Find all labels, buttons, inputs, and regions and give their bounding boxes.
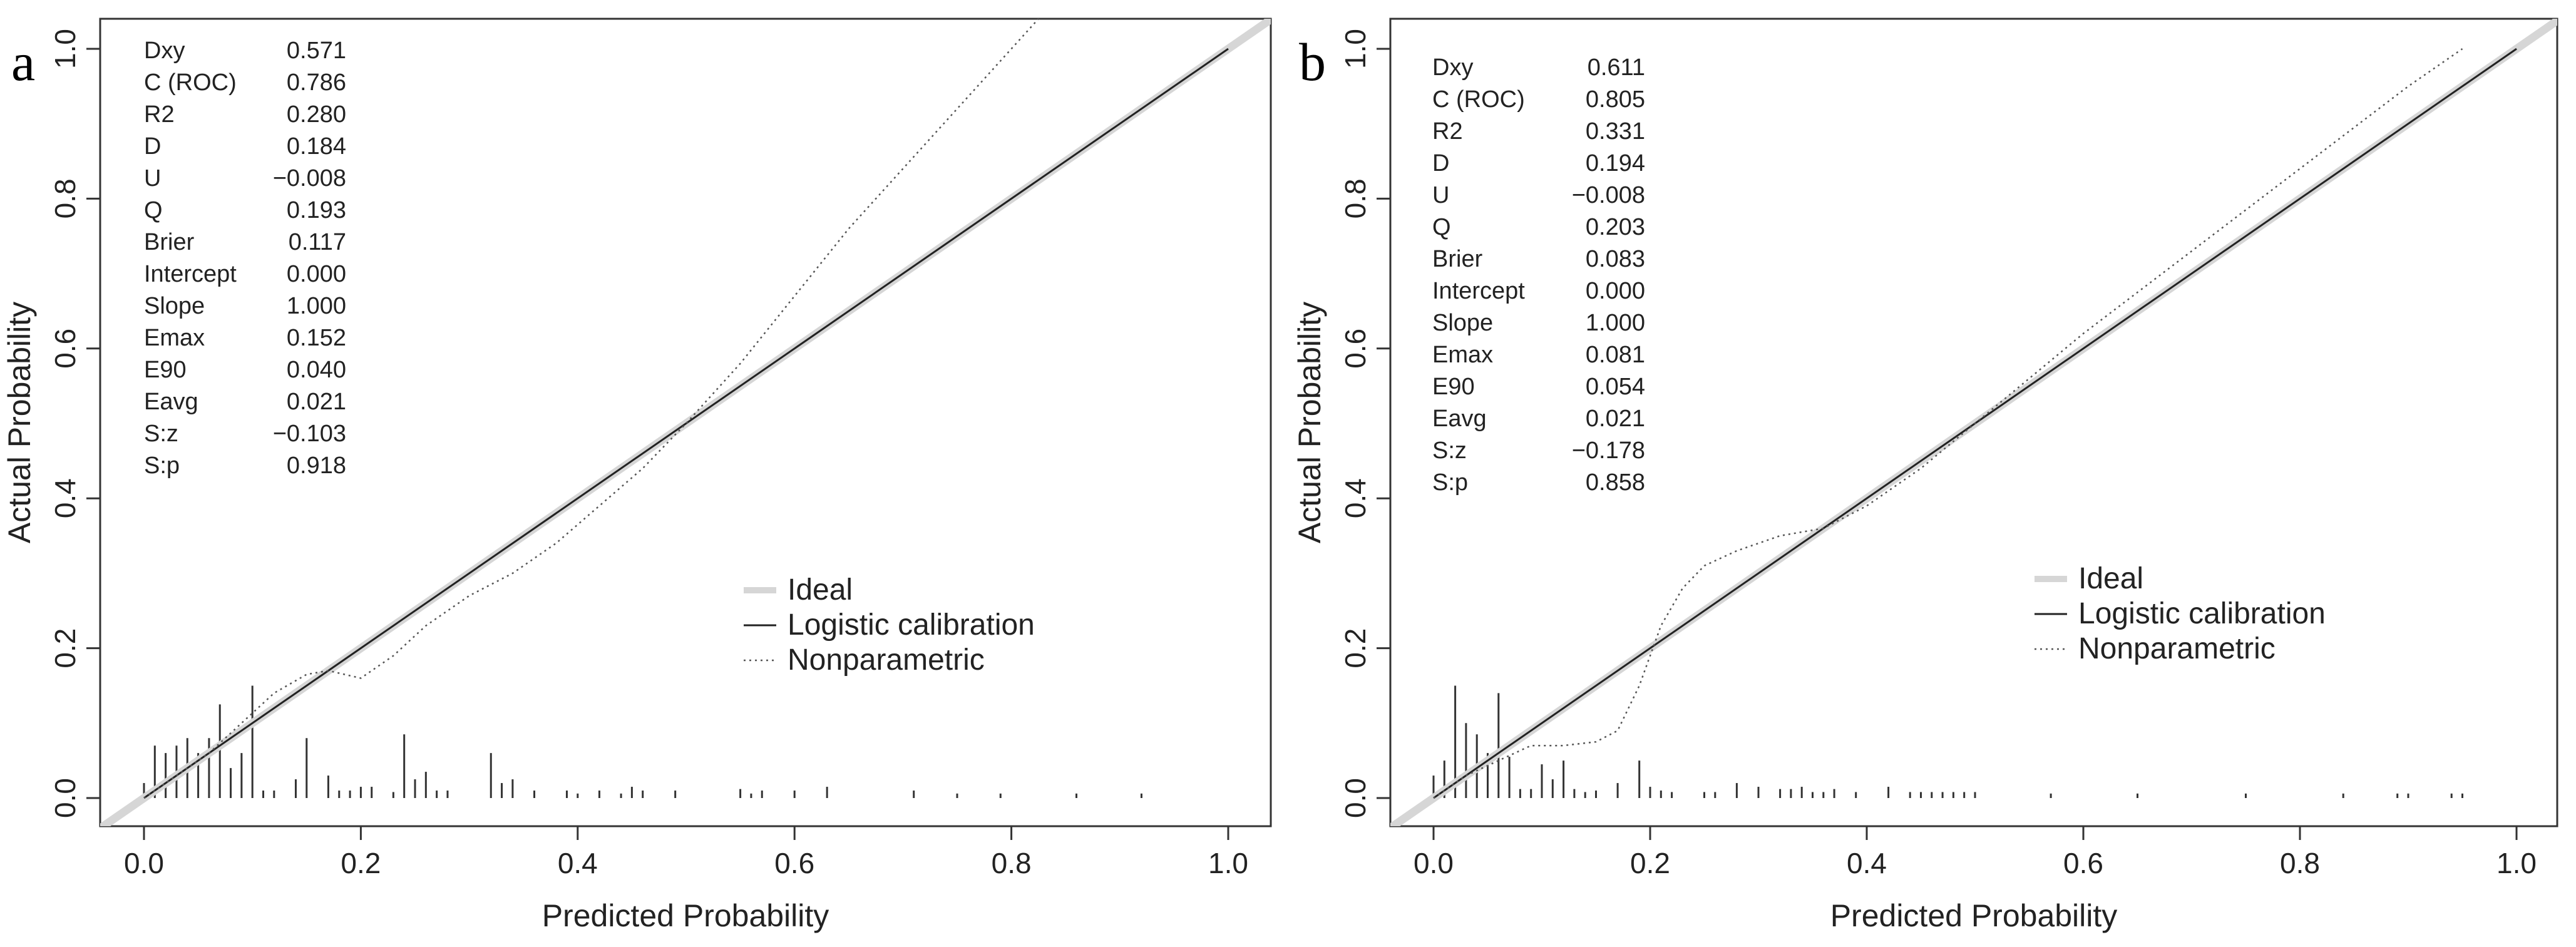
calibration-panel-b: b 0.0 0.2 0.4 0.6 0.8 1.0 0.0 0.2 0.4 0.6 0.8 1.0 Pre… xyxy=(1292,18,2558,933)
stat-name: R2 xyxy=(1432,118,1463,145)
stat-name: C (ROC) xyxy=(144,69,237,96)
stat-value: −0.103 xyxy=(273,421,346,447)
y-tick-label: 0.6 xyxy=(49,329,81,369)
stat-name: Intercept xyxy=(144,261,237,287)
x-tick-label: 0.2 xyxy=(1630,847,1670,879)
stat-name: Dxy xyxy=(1432,54,1473,81)
x-axis-title: Predicted Probability xyxy=(542,898,829,933)
stat-value: 0.858 xyxy=(1586,469,1645,496)
nonparametric-line xyxy=(1433,48,2463,799)
stat-name: S:z xyxy=(144,421,178,447)
y-axis-title: Actual Probability xyxy=(2,302,37,543)
stat-value: −0.008 xyxy=(273,165,346,192)
stat-value: 0.331 xyxy=(1586,118,1645,145)
y-tick-label: 0.8 xyxy=(1339,178,1372,218)
stat-name: Q xyxy=(1432,214,1451,240)
stat-value: 0.193 xyxy=(287,197,346,223)
x-tick-label: 0.8 xyxy=(992,847,1032,879)
stat-value: 1.000 xyxy=(1586,310,1645,336)
stat-name: S:p xyxy=(144,453,180,479)
stat-name: R2 xyxy=(144,101,175,128)
stat-value: 0.280 xyxy=(287,101,346,128)
x-tick-label: 0.0 xyxy=(124,847,164,879)
x-tick-label: 0.0 xyxy=(1414,847,1454,879)
y-tick-label: 1.0 xyxy=(49,29,81,69)
stat-value: 0.203 xyxy=(1586,214,1645,240)
stat-value: 0.021 xyxy=(287,389,346,415)
x-tick-label: 0.4 xyxy=(558,847,598,879)
stat-name: Eavg xyxy=(1432,406,1487,432)
y-axis-title: Actual Probability xyxy=(1292,302,1327,543)
legend-label: Logistic calibration xyxy=(788,608,1035,642)
x-tick-label: 0.8 xyxy=(2280,847,2320,879)
stat-name: Brier xyxy=(144,229,195,255)
stat-value: 0.081 xyxy=(1586,342,1645,368)
legend-label: Ideal xyxy=(2078,562,2143,595)
x-tick-label: 1.0 xyxy=(2496,847,2537,879)
stat-name: Slope xyxy=(144,293,205,319)
stat-name: E90 xyxy=(144,357,187,383)
stat-name: Eavg xyxy=(144,389,198,415)
stat-value: 0.000 xyxy=(287,261,346,287)
stat-value: 0.040 xyxy=(287,357,346,383)
x-tick-label: 0.2 xyxy=(341,847,381,879)
stat-value: 0.021 xyxy=(1586,406,1645,432)
x-tick-label: 1.0 xyxy=(1208,847,1248,879)
x-tick-label: 0.6 xyxy=(2063,847,2103,879)
panel-letter: b xyxy=(1299,32,1326,92)
stat-value: 1.000 xyxy=(287,293,346,319)
stat-name: Emax xyxy=(1432,342,1493,368)
y-tick-label: 0.2 xyxy=(1339,628,1372,668)
x-tick-label: 0.4 xyxy=(1847,847,1887,879)
y-tick-label: 0.4 xyxy=(49,478,81,518)
stat-value: 0.571 xyxy=(287,38,346,64)
plot-frame xyxy=(99,18,1272,827)
legend-label: Nonparametric xyxy=(788,643,985,677)
legend-label: Nonparametric xyxy=(2078,632,2276,665)
stat-name: S:z xyxy=(1432,438,1467,464)
stat-value: 0.000 xyxy=(1586,278,1645,304)
stat-name: Slope xyxy=(1432,310,1493,336)
stat-value: −0.178 xyxy=(1572,438,1645,464)
stat-name: U xyxy=(1432,182,1449,208)
stat-name: Intercept xyxy=(1432,278,1525,304)
stat-value: 0.152 xyxy=(287,325,346,351)
stat-name: D xyxy=(144,133,161,160)
legend-label: Ideal xyxy=(788,573,853,607)
stat-value: 0.918 xyxy=(287,453,346,479)
stat-value: 0.184 xyxy=(287,133,346,160)
y-tick-label: 0.4 xyxy=(1339,478,1372,518)
y-tick-label: 1.0 xyxy=(1339,29,1372,69)
x-axis-title: Predicted Probability xyxy=(1830,898,2118,933)
logistic-calibration-line xyxy=(143,48,1229,799)
panel-letter: a xyxy=(11,32,35,92)
stat-name: U xyxy=(144,165,161,192)
y-tick-label: 0.8 xyxy=(49,178,81,218)
stat-name: Emax xyxy=(144,325,205,351)
stat-value: 0.083 xyxy=(1586,246,1645,272)
stat-name: Brier xyxy=(1432,246,1483,272)
calibration-panel-a: a 0.0 0.2 0.4 0.6 0.8 1.0 0.0 0.2 0.4 0.6 0.8 1.0 Pre… xyxy=(2,18,1272,933)
stat-value: −0.008 xyxy=(1572,182,1645,208)
stat-name: S:p xyxy=(1432,469,1468,496)
plot-frame xyxy=(1389,18,2558,827)
stat-name: Dxy xyxy=(144,38,185,64)
legend-label: Logistic calibration xyxy=(2078,597,2326,630)
y-tick-label: 0.0 xyxy=(1339,778,1372,818)
stat-name: D xyxy=(1432,150,1449,177)
y-tick-label: 0.0 xyxy=(49,778,81,818)
x-tick-label: 0.6 xyxy=(774,847,814,879)
stat-value: 0.054 xyxy=(1586,374,1645,400)
y-tick-label: 0.6 xyxy=(1339,329,1372,369)
y-tick-label: 0.2 xyxy=(49,628,81,668)
stat-name: Q xyxy=(144,197,163,223)
stat-name: C (ROC) xyxy=(1432,86,1525,113)
stat-name: E90 xyxy=(1432,374,1475,400)
stat-value: 0.611 xyxy=(1588,54,1645,81)
stat-value: 0.786 xyxy=(287,69,346,96)
stat-value: 0.805 xyxy=(1586,86,1645,113)
stat-value: 0.117 xyxy=(289,229,346,255)
stat-value: 0.194 xyxy=(1586,150,1645,177)
